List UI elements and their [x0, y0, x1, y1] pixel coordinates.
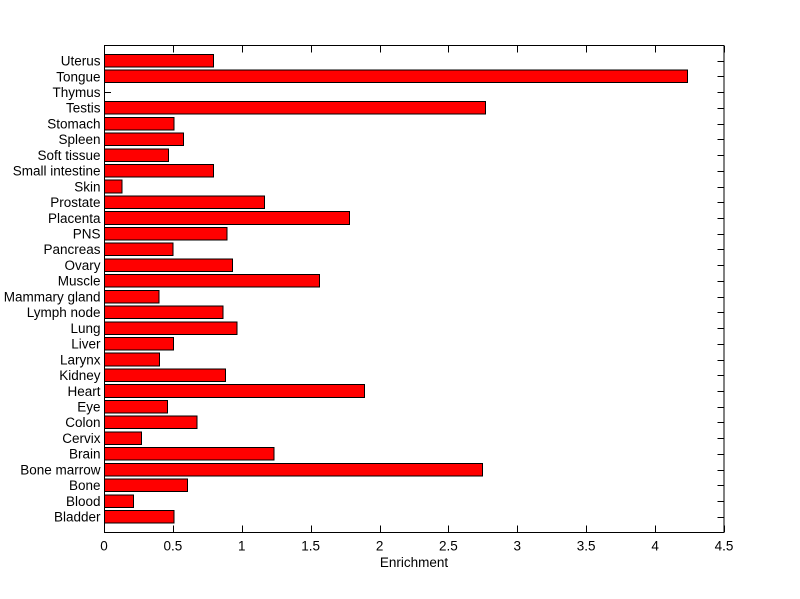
svg-text:Heart: Heart — [67, 384, 100, 399]
svg-text:0: 0 — [100, 538, 108, 553]
svg-text:Bone: Bone — [69, 478, 101, 493]
svg-text:Stomach: Stomach — [47, 116, 100, 131]
svg-text:Enrichment: Enrichment — [380, 555, 449, 570]
svg-text:3: 3 — [514, 538, 522, 553]
svg-text:Colon: Colon — [65, 415, 100, 430]
svg-text:Larynx: Larynx — [60, 352, 101, 367]
svg-text:PNS: PNS — [73, 227, 101, 242]
svg-text:Bladder: Bladder — [54, 510, 101, 525]
svg-text:Blood: Blood — [66, 494, 101, 509]
svg-text:Brain: Brain — [69, 447, 101, 462]
svg-text:Muscle: Muscle — [58, 274, 101, 289]
svg-text:Mammary gland: Mammary gland — [4, 289, 101, 304]
svg-text:4: 4 — [651, 538, 659, 553]
svg-text:Prostate: Prostate — [50, 195, 100, 210]
svg-text:Kidney: Kidney — [59, 368, 101, 383]
svg-text:Spleen: Spleen — [58, 132, 100, 147]
svg-text:2.5: 2.5 — [439, 538, 458, 553]
svg-text:Testis: Testis — [66, 101, 101, 116]
svg-text:Lung: Lung — [70, 321, 100, 336]
svg-text:Tongue: Tongue — [56, 69, 100, 84]
svg-text:2: 2 — [376, 538, 384, 553]
svg-text:1.5: 1.5 — [301, 538, 320, 553]
svg-text:Pancreas: Pancreas — [43, 242, 100, 257]
svg-text:Placenta: Placenta — [48, 211, 101, 226]
svg-text:Soft tissue: Soft tissue — [37, 148, 100, 163]
svg-text:1: 1 — [238, 538, 246, 553]
svg-text:Liver: Liver — [71, 337, 101, 352]
svg-text:4.5: 4.5 — [715, 538, 734, 553]
svg-text:Skin: Skin — [74, 179, 100, 194]
svg-text:Eye: Eye — [77, 399, 100, 414]
svg-text:Thymus: Thymus — [52, 85, 100, 100]
svg-text:Uterus: Uterus — [61, 54, 101, 69]
svg-text:3.5: 3.5 — [577, 538, 596, 553]
svg-text:Cervix: Cervix — [62, 431, 101, 446]
svg-text:Bone marrow: Bone marrow — [20, 462, 101, 477]
svg-text:Lymph node: Lymph node — [27, 305, 101, 320]
svg-text:0.5: 0.5 — [164, 538, 183, 553]
svg-text:Small intestine: Small intestine — [13, 164, 101, 179]
svg-text:Ovary: Ovary — [64, 258, 100, 273]
